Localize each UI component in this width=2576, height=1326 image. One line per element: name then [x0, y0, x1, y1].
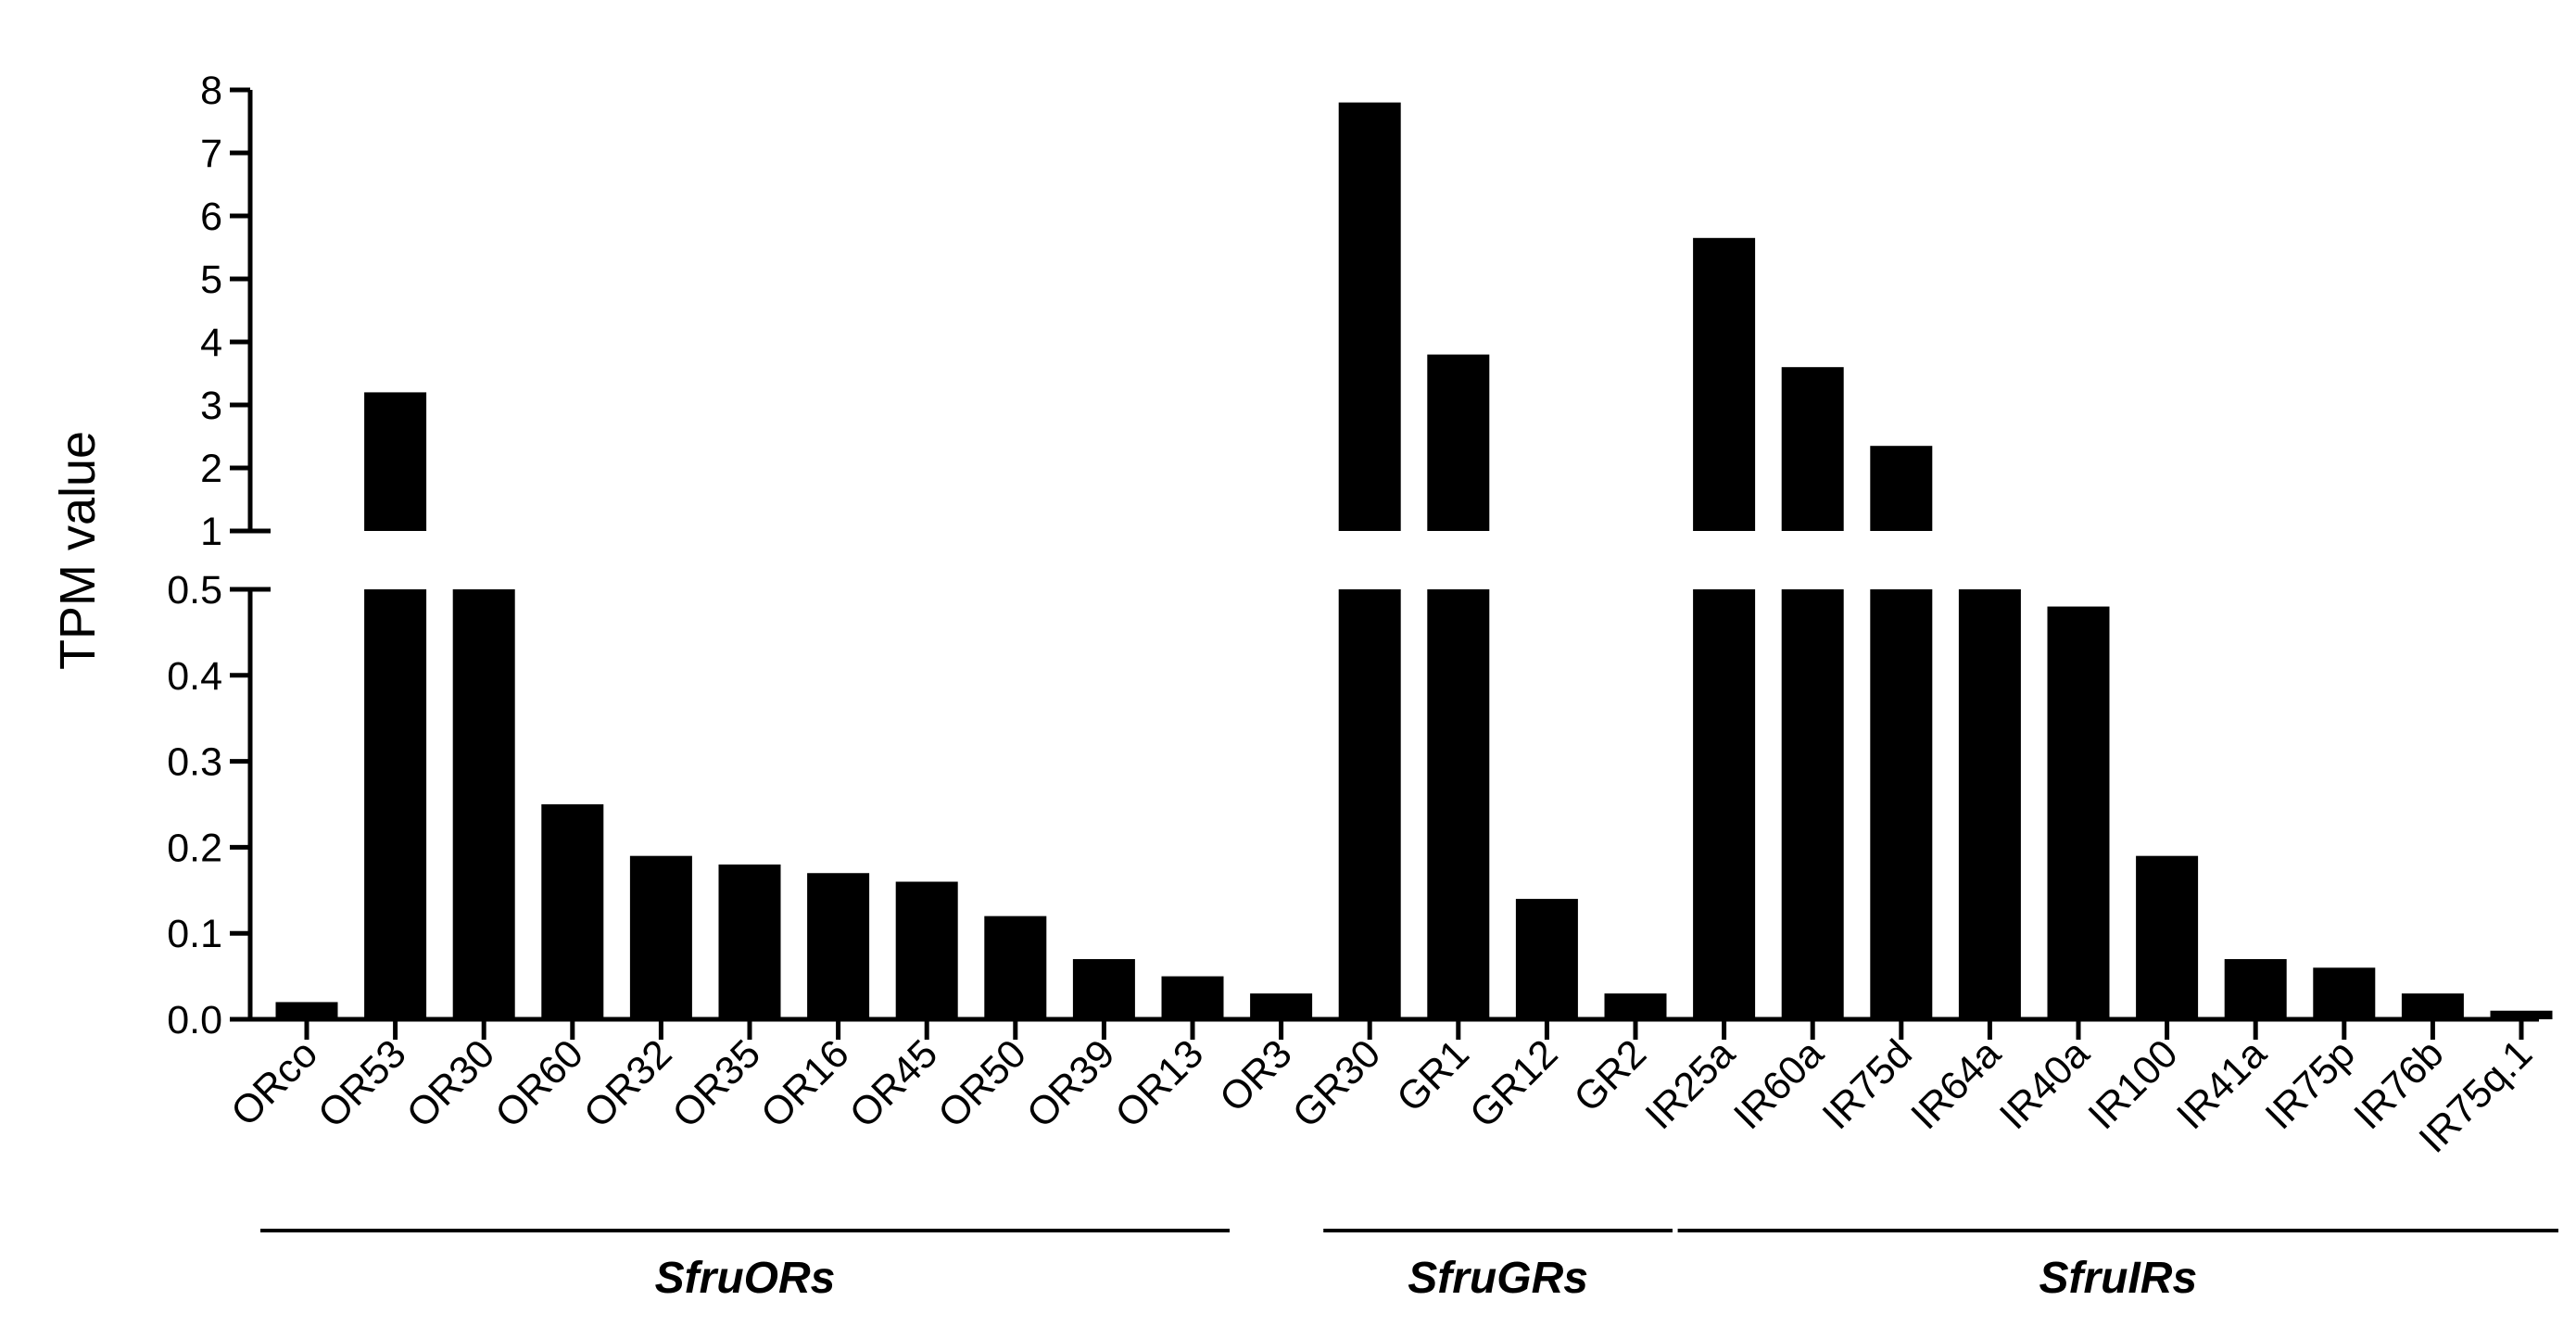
bar-OR53-upper [364, 392, 427, 531]
bar-IR75d-lower [1870, 589, 1933, 1019]
bar-IR76b [2401, 993, 2464, 1019]
bar-OR60 [541, 804, 604, 1019]
bar-OR45 [895, 881, 958, 1019]
x-tick-label: IR60a [1725, 1031, 1832, 1138]
x-tick-label: OR60 [486, 1031, 591, 1136]
bar-IR100 [2136, 855, 2199, 1019]
bars [275, 102, 2553, 1019]
x-tick-label: OR32 [575, 1031, 680, 1136]
bar-IR25a-lower [1693, 589, 1756, 1019]
bar-IR25a-upper [1693, 237, 1756, 531]
x-tick-label: OR39 [1018, 1031, 1123, 1136]
x-tick-label: IR25a [1637, 1031, 1744, 1138]
bar-IR40a [2047, 606, 2110, 1019]
y-tick-label: 8 [200, 69, 222, 113]
y-tick-label: 0.2 [167, 826, 222, 870]
bar-IR60a-lower [1781, 589, 1844, 1019]
y-tick-label: 5 [200, 258, 222, 302]
x-axis [250, 1017, 2539, 1040]
y-tick-label: 0.4 [167, 654, 222, 699]
group-label-SfruIRs: SfruIRs [2039, 1254, 2197, 1303]
y-axis-lower: 0.0 0.1 0.2 0.3 0.4 0.5 [167, 568, 271, 1042]
x-tick-label: GR12 [1461, 1031, 1566, 1136]
bar-GR30-lower [1338, 589, 1401, 1019]
group-label-SfruGRs: SfruGRs [1408, 1254, 1588, 1303]
bar-GR1-upper [1427, 354, 1490, 531]
x-tick-label: OR50 [929, 1031, 1034, 1136]
bar-OR3 [1250, 993, 1313, 1019]
bar-OR16 [807, 873, 870, 1019]
x-tick-label: IR41a [2168, 1031, 2275, 1138]
y-tick-label: 3 [200, 384, 222, 428]
bar-IR41a [2224, 959, 2287, 1019]
bar-OR35 [718, 864, 781, 1019]
y-tick-label: 0.1 [167, 912, 222, 956]
x-tick-label: OR35 [664, 1031, 769, 1136]
x-tick-label: OR53 [309, 1031, 414, 1136]
x-tick-label: OR16 [752, 1031, 857, 1136]
y-tick-label: 0.0 [167, 998, 222, 1042]
bar-GR30-upper [1338, 102, 1401, 531]
bar-OR53-lower [364, 589, 427, 1019]
y-tick-label: 7 [200, 132, 222, 176]
bar-IR75p [2313, 967, 2376, 1019]
group-label-SfruORs: SfruORs [655, 1254, 836, 1303]
x-tick-label: OR30 [398, 1031, 503, 1136]
y-tick-label: 6 [200, 195, 222, 239]
y-tick-label: 0.3 [167, 740, 222, 785]
bar-OR39 [1072, 959, 1135, 1019]
x-tick-label: IR75p [2257, 1031, 2364, 1138]
bar-OR50 [984, 916, 1047, 1019]
x-tick-label: IR100 [2080, 1031, 2187, 1138]
bar-ORco [275, 1002, 338, 1019]
bar-IR60a-upper [1781, 367, 1844, 531]
x-tick-label: OR13 [1107, 1031, 1212, 1136]
bar-OR13 [1161, 976, 1224, 1019]
bar-GR12 [1515, 899, 1578, 1019]
x-tick-label: ORco [222, 1031, 326, 1135]
bar-IR75d-upper [1870, 446, 1933, 531]
bar-IR64a-lower [1958, 589, 2021, 1019]
y-tick-label: 2 [200, 447, 222, 491]
bar-OR30-lower [452, 589, 515, 1019]
y-tick-label: 4 [200, 321, 222, 365]
category-labels: ORcoOR53OR30OR60OR32OR35OR16OR45OR50OR39… [222, 1031, 2541, 1161]
y-axis-label: TPM value [50, 431, 106, 670]
x-tick-label: OR45 [841, 1031, 946, 1136]
group-brackets: SfruORs SfruGRs SfruIRs [260, 1229, 2558, 1303]
x-tick-label: IR40a [1991, 1031, 2098, 1138]
x-tick-label: GR30 [1284, 1031, 1389, 1136]
y-tick-label: 0.5 [167, 568, 222, 612]
bar-OR32 [629, 855, 692, 1019]
bar-GR2 [1604, 993, 1667, 1019]
bar-IR75q.1 [2490, 1010, 2553, 1019]
bar-GR1-lower [1427, 589, 1490, 1019]
y-tick-label: 1 [200, 510, 222, 554]
x-tick-label: IR75d [1814, 1031, 1921, 1138]
y-axis-upper: 1 2 3 4 5 6 7 8 [200, 69, 271, 554]
x-tick-label: IR64a [1902, 1031, 2009, 1138]
